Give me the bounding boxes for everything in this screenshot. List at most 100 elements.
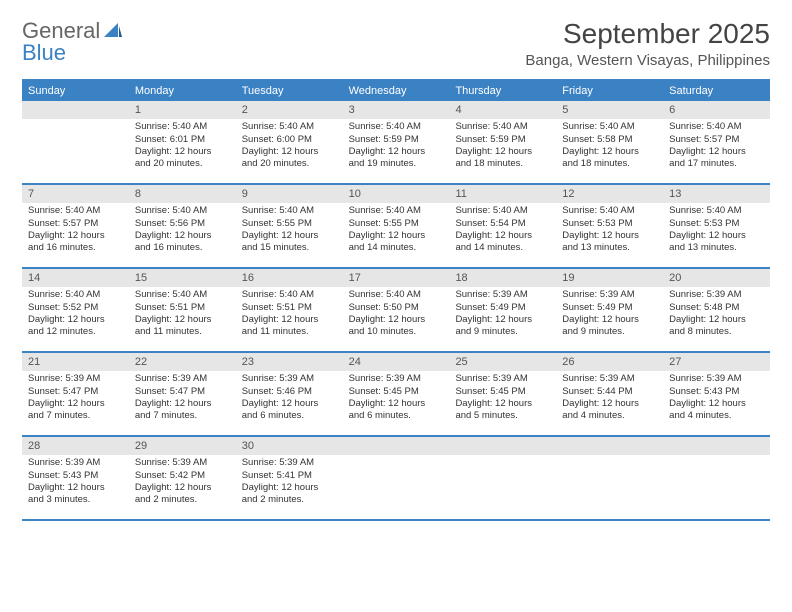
daylight-text: Daylight: 12 hours and 3 minutes. [28, 482, 123, 507]
day-cell: 26Sunrise: 5:39 AMSunset: 5:44 PMDayligh… [556, 353, 663, 435]
sunset-text: Sunset: 5:45 PM [455, 386, 550, 398]
sunset-text: Sunset: 5:58 PM [562, 134, 657, 146]
weekday-header: Monday [129, 81, 236, 101]
day-body: Sunrise: 5:40 AMSunset: 5:59 PMDaylight:… [449, 119, 556, 176]
day-body: Sunrise: 5:39 AMSunset: 5:45 PMDaylight:… [343, 371, 450, 428]
day-number: 7 [22, 185, 129, 203]
sunset-text: Sunset: 5:50 PM [349, 302, 444, 314]
daylight-text: Daylight: 12 hours and 9 minutes. [455, 314, 550, 339]
daylight-text: Daylight: 12 hours and 16 minutes. [28, 230, 123, 255]
logo-word2-wrap: Blue [22, 40, 66, 66]
day-cell [449, 437, 556, 519]
daylight-text: Daylight: 12 hours and 2 minutes. [242, 482, 337, 507]
day-body: Sunrise: 5:39 AMSunset: 5:43 PMDaylight:… [22, 455, 129, 512]
weekday-header: Saturday [663, 81, 770, 101]
weeks-container: 1Sunrise: 5:40 AMSunset: 6:01 PMDaylight… [22, 101, 770, 519]
daylight-text: Daylight: 12 hours and 18 minutes. [562, 146, 657, 171]
header: General September 2025 Banga, Western Vi… [22, 18, 770, 69]
sunrise-text: Sunrise: 5:39 AM [135, 457, 230, 469]
day-number: 12 [556, 185, 663, 203]
day-cell [556, 437, 663, 519]
week-row: 14Sunrise: 5:40 AMSunset: 5:52 PMDayligh… [22, 267, 770, 351]
weekday-header: Wednesday [343, 81, 450, 101]
day-number [343, 437, 450, 455]
sunset-text: Sunset: 5:41 PM [242, 470, 337, 482]
daylight-text: Daylight: 12 hours and 11 minutes. [135, 314, 230, 339]
day-number: 8 [129, 185, 236, 203]
daylight-text: Daylight: 12 hours and 4 minutes. [669, 398, 764, 423]
sunset-text: Sunset: 5:47 PM [135, 386, 230, 398]
daylight-text: Daylight: 12 hours and 11 minutes. [242, 314, 337, 339]
daylight-text: Daylight: 12 hours and 7 minutes. [135, 398, 230, 423]
day-body: Sunrise: 5:40 AMSunset: 5:58 PMDaylight:… [556, 119, 663, 176]
week-row: 28Sunrise: 5:39 AMSunset: 5:43 PMDayligh… [22, 435, 770, 519]
sunset-text: Sunset: 5:51 PM [242, 302, 337, 314]
day-cell: 18Sunrise: 5:39 AMSunset: 5:49 PMDayligh… [449, 269, 556, 351]
day-number: 27 [663, 353, 770, 371]
day-number: 3 [343, 101, 450, 119]
day-cell: 27Sunrise: 5:39 AMSunset: 5:43 PMDayligh… [663, 353, 770, 435]
sunrise-text: Sunrise: 5:40 AM [349, 205, 444, 217]
sunset-text: Sunset: 6:00 PM [242, 134, 337, 146]
day-cell: 13Sunrise: 5:40 AMSunset: 5:53 PMDayligh… [663, 185, 770, 267]
sunrise-text: Sunrise: 5:40 AM [242, 289, 337, 301]
calendar-wrap: Sunday Monday Tuesday Wednesday Thursday… [22, 79, 770, 521]
day-number: 30 [236, 437, 343, 455]
daylight-text: Daylight: 12 hours and 14 minutes. [349, 230, 444, 255]
day-number: 18 [449, 269, 556, 287]
day-cell: 24Sunrise: 5:39 AMSunset: 5:45 PMDayligh… [343, 353, 450, 435]
sunrise-text: Sunrise: 5:40 AM [455, 121, 550, 133]
day-cell: 21Sunrise: 5:39 AMSunset: 5:47 PMDayligh… [22, 353, 129, 435]
day-body: Sunrise: 5:40 AMSunset: 5:57 PMDaylight:… [22, 203, 129, 260]
day-number: 16 [236, 269, 343, 287]
sunrise-text: Sunrise: 5:39 AM [242, 373, 337, 385]
day-cell: 5Sunrise: 5:40 AMSunset: 5:58 PMDaylight… [556, 101, 663, 183]
sunrise-text: Sunrise: 5:40 AM [349, 121, 444, 133]
sunset-text: Sunset: 5:42 PM [135, 470, 230, 482]
logo-word2: Blue [22, 40, 66, 65]
day-body: Sunrise: 5:39 AMSunset: 5:47 PMDaylight:… [129, 371, 236, 428]
day-number: 11 [449, 185, 556, 203]
sunset-text: Sunset: 5:53 PM [562, 218, 657, 230]
day-body: Sunrise: 5:40 AMSunset: 5:55 PMDaylight:… [236, 203, 343, 260]
day-cell: 11Sunrise: 5:40 AMSunset: 5:54 PMDayligh… [449, 185, 556, 267]
sunrise-text: Sunrise: 5:39 AM [562, 373, 657, 385]
day-cell: 4Sunrise: 5:40 AMSunset: 5:59 PMDaylight… [449, 101, 556, 183]
sunrise-text: Sunrise: 5:40 AM [135, 205, 230, 217]
day-body: Sunrise: 5:40 AMSunset: 6:01 PMDaylight:… [129, 119, 236, 176]
daylight-text: Daylight: 12 hours and 18 minutes. [455, 146, 550, 171]
daylight-text: Daylight: 12 hours and 20 minutes. [242, 146, 337, 171]
sunrise-text: Sunrise: 5:40 AM [242, 121, 337, 133]
weekday-header: Sunday [22, 81, 129, 101]
day-number: 1 [129, 101, 236, 119]
day-body: Sunrise: 5:39 AMSunset: 5:48 PMDaylight:… [663, 287, 770, 344]
logo-sail-icon [104, 23, 122, 39]
day-cell: 30Sunrise: 5:39 AMSunset: 5:41 PMDayligh… [236, 437, 343, 519]
day-number: 20 [663, 269, 770, 287]
day-body: Sunrise: 5:40 AMSunset: 5:51 PMDaylight:… [236, 287, 343, 344]
sunset-text: Sunset: 5:55 PM [242, 218, 337, 230]
sunrise-text: Sunrise: 5:40 AM [562, 205, 657, 217]
day-number [556, 437, 663, 455]
daylight-text: Daylight: 12 hours and 13 minutes. [669, 230, 764, 255]
day-cell: 1Sunrise: 5:40 AMSunset: 6:01 PMDaylight… [129, 101, 236, 183]
day-cell: 6Sunrise: 5:40 AMSunset: 5:57 PMDaylight… [663, 101, 770, 183]
daylight-text: Daylight: 12 hours and 9 minutes. [562, 314, 657, 339]
daylight-text: Daylight: 12 hours and 2 minutes. [135, 482, 230, 507]
day-cell: 15Sunrise: 5:40 AMSunset: 5:51 PMDayligh… [129, 269, 236, 351]
day-number: 9 [236, 185, 343, 203]
daylight-text: Daylight: 12 hours and 15 minutes. [242, 230, 337, 255]
week-row: 1Sunrise: 5:40 AMSunset: 6:01 PMDaylight… [22, 101, 770, 183]
sunset-text: Sunset: 5:44 PM [562, 386, 657, 398]
day-body: Sunrise: 5:40 AMSunset: 5:52 PMDaylight:… [22, 287, 129, 344]
day-number [449, 437, 556, 455]
daylight-text: Daylight: 12 hours and 8 minutes. [669, 314, 764, 339]
week-row: 7Sunrise: 5:40 AMSunset: 5:57 PMDaylight… [22, 183, 770, 267]
weekday-header-row: Sunday Monday Tuesday Wednesday Thursday… [22, 81, 770, 101]
daylight-text: Daylight: 12 hours and 16 minutes. [135, 230, 230, 255]
sunrise-text: Sunrise: 5:39 AM [455, 373, 550, 385]
day-number: 5 [556, 101, 663, 119]
sunset-text: Sunset: 5:51 PM [135, 302, 230, 314]
weekday-header: Tuesday [236, 81, 343, 101]
day-number: 13 [663, 185, 770, 203]
